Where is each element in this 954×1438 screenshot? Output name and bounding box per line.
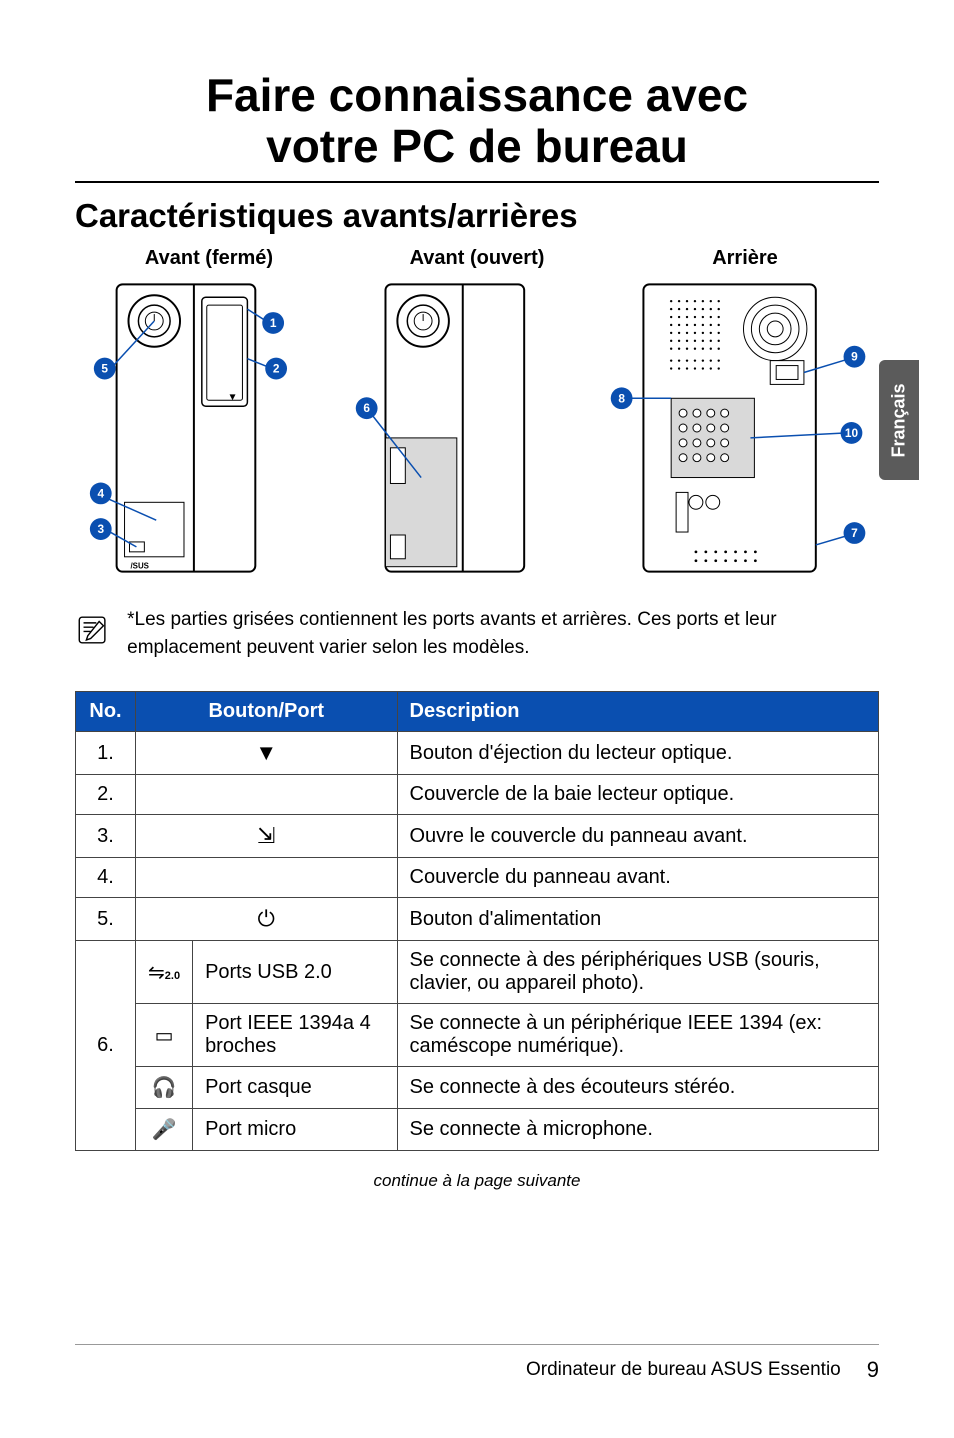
table-row: 3. ⇲ Ouvre le couvercle du panneau avant… [76, 815, 879, 858]
microphone-icon: 🎤 [136, 1109, 193, 1151]
title-line-2: votre PC de bureau [266, 120, 688, 172]
label-rear: Arrière [611, 247, 879, 270]
callout-9: 9 [851, 350, 858, 364]
callout-6: 6 [363, 401, 370, 415]
title-line-1: Faire connaissance avec [206, 69, 748, 121]
svg-text:/SUS: /SUS [130, 562, 148, 571]
usb-icon: ⇋2.0 [136, 941, 193, 1004]
cell-icon-4 [136, 858, 398, 898]
headphone-icon: 🎧 [136, 1067, 193, 1109]
diagrams-row: /SUS 1 2 5 4 3 [75, 278, 879, 578]
table-row: 1. ▼ Bouton d'éjection du lecteur optiqu… [76, 732, 879, 775]
page-footer: Ordinateur de bureau ASUS Essentio 9 [75, 1344, 879, 1383]
diagram-front-open: 6 [331, 278, 554, 578]
cell-icon-2 [136, 775, 398, 815]
cell-desc-4: Couvercle du panneau avant. [397, 858, 879, 898]
cell-no-4: 4. [76, 858, 136, 898]
cell-desc-5: Bouton d'alimentation [397, 898, 879, 941]
ieee-label: Port IEEE 1394a 4 broches [193, 1004, 397, 1067]
ieee1394-icon: ▭ [136, 1004, 193, 1067]
cell-desc-3: Ouvre le couvercle du panneau avant. [397, 815, 879, 858]
mic-label: Port micro [193, 1109, 397, 1151]
language-tab-text: Français [889, 383, 910, 457]
note-row: *Les parties grisées contiennent les por… [75, 606, 879, 661]
diagram-front-closed: /SUS 1 2 5 4 3 [75, 278, 303, 578]
note-icon [75, 606, 109, 654]
footer-page-number: 9 [867, 1357, 879, 1383]
table-row: 6. ⇋2.0 Ports USB 2.0 Se connecte à des … [76, 941, 879, 1004]
cell-desc-1: Bouton d'éjection du lecteur optique. [397, 732, 879, 775]
table-row: 5. ⏻ Bouton d'alimentation [76, 898, 879, 941]
table-row: ▭ Port IEEE 1394a 4 broches Se connecte … [76, 1004, 879, 1067]
cell-no-5: 5. [76, 898, 136, 941]
cell-no-3: 3. [76, 815, 136, 858]
cell-no-1: 1. [76, 732, 136, 775]
callout-10: 10 [845, 426, 859, 440]
cell-no-6: 6. [76, 941, 136, 1151]
section-heading: Caractéristiques avants/arrières [75, 197, 879, 235]
table-row: 4. Couvercle du panneau avant. [76, 858, 879, 898]
ieee-desc: Se connecte à un périphérique IEEE 1394 … [397, 1004, 879, 1067]
usb-label: Ports USB 2.0 [193, 941, 397, 1004]
cell-no-2: 2. [76, 775, 136, 815]
th-no: No. [76, 692, 136, 732]
table-row: 🎤 Port micro Se connecte à microphone. [76, 1109, 879, 1151]
hp-label: Port casque [193, 1067, 397, 1109]
label-front-closed: Avant (fermé) [75, 247, 343, 270]
diagram-labels-row: Avant (fermé) Avant (ouvert) Arrière [75, 247, 879, 270]
label-front-open: Avant (ouvert) [343, 247, 611, 270]
callout-1: 1 [270, 316, 277, 330]
mic-desc: Se connecte à microphone. [397, 1109, 879, 1151]
diagram-rear: 9 10 7 8 [582, 278, 879, 578]
open-panel-icon: ⇲ [136, 815, 398, 858]
note-text: *Les parties grisées contiennent les por… [127, 606, 879, 661]
title-rule [75, 181, 879, 183]
language-tab: Français [879, 360, 919, 480]
th-port: Bouton/Port [136, 692, 398, 732]
page-title: Faire connaissance avec votre PC de bure… [75, 70, 879, 171]
power-icon: ⏻ [136, 898, 398, 941]
table-row: 🎧 Port casque Se connecte à des écouteur… [76, 1067, 879, 1109]
callout-5: 5 [101, 362, 108, 376]
table-row: 2. Couvercle de la baie lecteur optique. [76, 775, 879, 815]
footer-product: Ordinateur de bureau ASUS Essentio [526, 1359, 841, 1381]
callout-3: 3 [97, 522, 104, 536]
callout-8: 8 [618, 391, 625, 405]
cell-desc-2: Couvercle de la baie lecteur optique. [397, 775, 879, 815]
hp-desc: Se connecte à des écouteurs stéréo. [397, 1067, 879, 1109]
usb-desc: Se connecte à des périphériques USB (sou… [397, 941, 879, 1004]
callout-2: 2 [273, 362, 280, 376]
continue-note: continue à la page suivante [75, 1171, 879, 1191]
th-desc: Description [397, 692, 879, 732]
eject-icon: ▼ [136, 732, 398, 775]
callout-4: 4 [97, 487, 104, 501]
callout-7: 7 [851, 526, 858, 540]
ports-table: No. Bouton/Port Description 1. ▼ Bouton … [75, 691, 879, 1151]
